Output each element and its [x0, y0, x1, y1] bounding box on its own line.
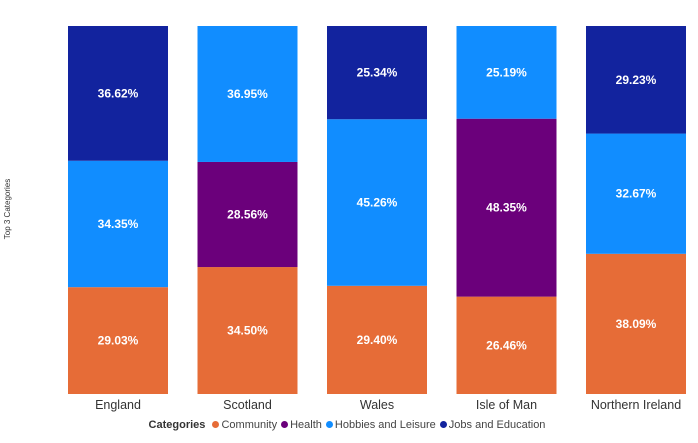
x-tick-label: England	[95, 398, 141, 412]
legend-item-jobs-and-education[interactable]: Jobs and Education	[439, 419, 546, 431]
data-label: 29.03%	[98, 334, 139, 348]
legend-items: Community Health Hobbies and Leisure Jobs a…	[212, 419, 549, 431]
legend-title: Categories	[148, 419, 206, 431]
legend-marker-icon	[281, 421, 289, 428]
bar-segment-community-scotland[interactable]	[197, 267, 298, 394]
x-tick-label: Wales	[360, 398, 394, 412]
data-label: 34.35%	[98, 217, 139, 231]
data-label: 38.09%	[616, 317, 657, 331]
data-label: 32.67%	[616, 187, 657, 201]
x-tick-label: Isle of Man	[476, 398, 537, 412]
x-tick-label: Scotland	[223, 398, 272, 412]
legend-label: Health	[290, 419, 322, 431]
bars-group: 29.03% 34.35% 36.62% 34.50% 28.56% 36.95% 29.4…	[68, 26, 686, 394]
bar-segment-hobbies-and-leisure-scotland[interactable]	[197, 26, 298, 162]
bar-segment-jobs-and-education-wales[interactable]	[327, 26, 427, 120]
data-label: 25.34%	[357, 66, 398, 80]
bar-segment-community-northern-ireland[interactable]	[586, 253, 686, 394]
x-tick-label: Northern Ireland	[591, 398, 681, 412]
legend-marker-icon	[212, 421, 220, 428]
data-label: 36.95%	[227, 87, 268, 101]
bar-segment-health-scotland[interactable]	[197, 161, 298, 268]
y-axis-title: Top 3 Categories	[3, 179, 12, 239]
bar-segment-community-england[interactable]	[68, 287, 168, 394]
data-label: 28.56%	[227, 208, 268, 222]
legend-marker-icon	[325, 421, 333, 428]
data-label: 36.62%	[98, 86, 139, 100]
bar-segment-health-isle-of-man[interactable]	[456, 118, 557, 297]
data-label: 29.23%	[616, 73, 657, 87]
legend-marker-icon	[439, 421, 447, 428]
bar-segment-jobs-and-education-england[interactable]	[68, 26, 168, 161]
bar-segment-hobbies-and-leisure-england[interactable]	[68, 160, 168, 288]
bar-segment-community-isle-of-man[interactable]	[456, 296, 557, 394]
data-label: 25.19%	[486, 65, 527, 79]
bar-segment-hobbies-and-leisure-wales[interactable]	[327, 119, 427, 286]
legend-label: Community	[221, 419, 278, 431]
bar-segment-jobs-and-education-northern-ireland[interactable]	[586, 26, 686, 134]
data-label: 29.40%	[357, 333, 398, 347]
legend-item-community[interactable]: Community	[212, 419, 277, 431]
data-label: 45.26%	[357, 196, 398, 210]
bar-segment-community-wales[interactable]	[327, 285, 427, 394]
x-axis-labels: England Scotland Wales Isle of Man Northern …	[95, 398, 681, 412]
legend-item-health[interactable]: Health	[281, 419, 322, 431]
legend-label: Jobs and Education	[448, 419, 546, 431]
bar-segment-hobbies-and-leisure-isle-of-man[interactable]	[456, 26, 557, 119]
legend-item-hobbies-and-leisure[interactable]: Hobbies and Leisure	[325, 419, 436, 431]
legend-label: Hobbies and Leisure	[334, 419, 436, 431]
data-label: 48.35%	[486, 201, 527, 215]
data-label: 34.50%	[227, 324, 268, 338]
legend: Categories Community Health Hobbies and Le…	[0, 419, 698, 431]
data-label: 26.46%	[486, 338, 527, 352]
bar-segment-hobbies-and-leisure-northern-ireland[interactable]	[586, 133, 686, 254]
